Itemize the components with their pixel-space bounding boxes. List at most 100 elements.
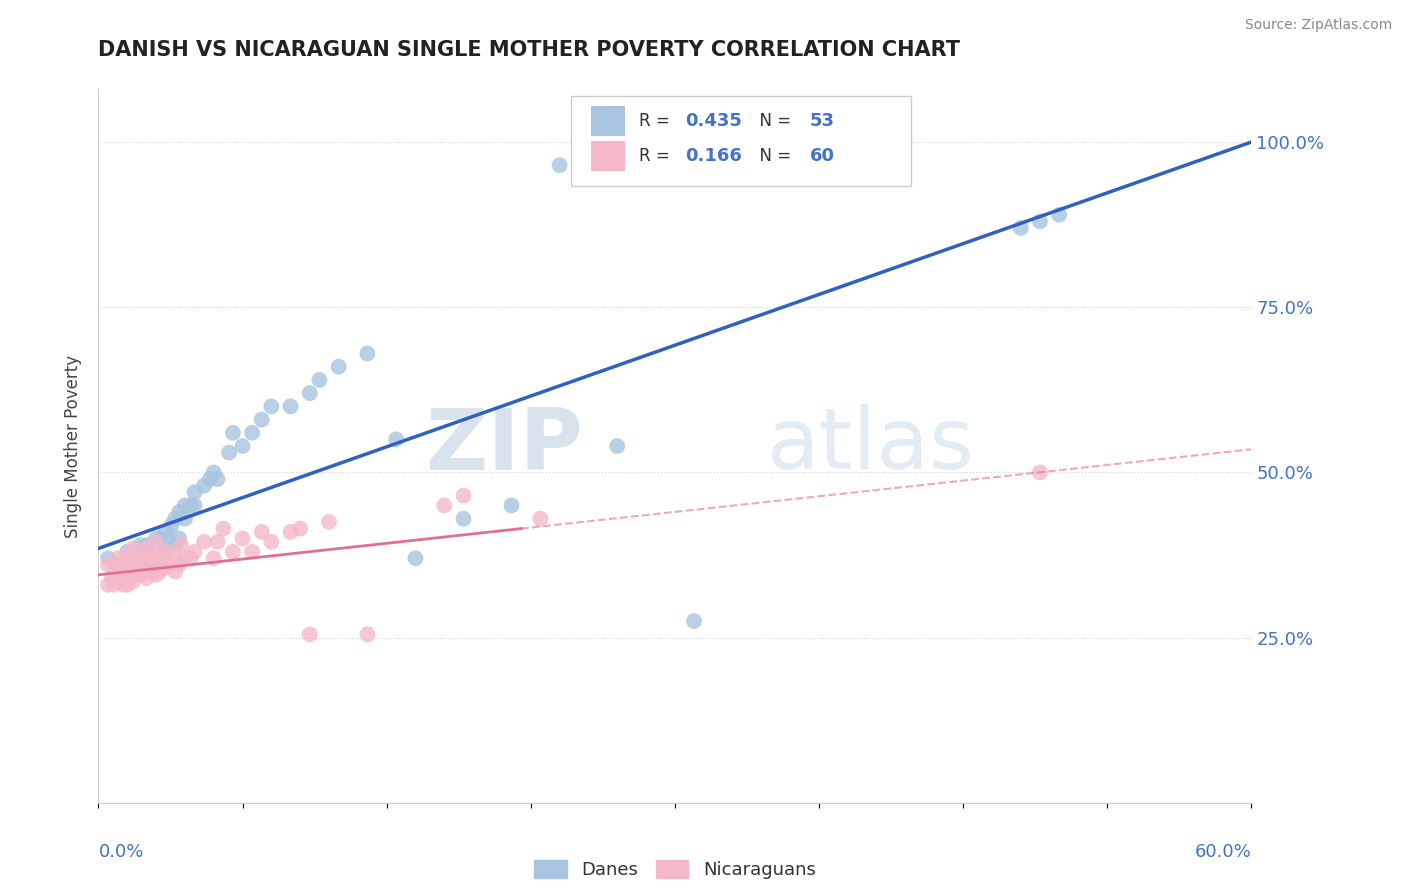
Point [183, 545, 205, 559]
Point [107, 551, 129, 566]
Point [501, 499, 523, 513]
Point [548, 158, 571, 172]
Point [122, 574, 145, 589]
Point [149, 532, 172, 546]
Point [170, 538, 193, 552]
Point [231, 532, 254, 546]
Text: R =: R = [640, 112, 675, 130]
Point [240, 545, 263, 559]
Point [280, 400, 302, 414]
Point [683, 614, 706, 628]
Point [149, 548, 172, 562]
Point [167, 558, 190, 572]
Point [135, 555, 157, 569]
Point [155, 524, 177, 539]
Point [97, 578, 120, 592]
Point [117, 545, 139, 559]
Point [117, 565, 139, 579]
Point [152, 545, 174, 559]
Point [222, 545, 245, 559]
Text: atlas: atlas [768, 404, 976, 488]
Text: N =: N = [748, 146, 796, 164]
Point [280, 524, 302, 539]
Point [110, 567, 132, 582]
Point [1047, 208, 1070, 222]
Point [165, 511, 187, 525]
Point [101, 571, 124, 585]
Point [117, 548, 139, 562]
Point [308, 373, 330, 387]
Point [183, 499, 205, 513]
Point [318, 515, 340, 529]
Text: 0.0%: 0.0% [98, 843, 143, 861]
Text: 60.0%: 60.0% [1195, 843, 1251, 861]
Point [160, 555, 183, 569]
Point [433, 499, 456, 513]
Point [165, 548, 187, 562]
Point [145, 534, 167, 549]
Y-axis label: Single Mother Poverty: Single Mother Poverty [65, 354, 83, 538]
Point [721, 158, 744, 172]
Point [155, 545, 177, 559]
Point [298, 627, 321, 641]
Point [112, 558, 135, 572]
Point [145, 532, 167, 546]
Point [167, 505, 190, 519]
Legend: Danes, Nicaraguans: Danes, Nicaraguans [527, 853, 823, 887]
Point [156, 532, 179, 546]
Point [576, 158, 599, 172]
Point [160, 518, 183, 533]
Text: N =: N = [748, 112, 796, 130]
Point [453, 489, 475, 503]
Point [122, 558, 145, 572]
Point [606, 439, 628, 453]
Point [112, 578, 135, 592]
Text: 0.166: 0.166 [685, 146, 742, 164]
Point [385, 433, 408, 447]
Point [356, 346, 378, 360]
Point [218, 445, 240, 459]
Point [97, 558, 120, 572]
Point [260, 400, 283, 414]
Point [1029, 466, 1052, 480]
Point [174, 499, 197, 513]
Point [97, 551, 120, 566]
Point [125, 551, 148, 566]
Point [129, 551, 152, 566]
Point [145, 558, 167, 572]
Point [250, 524, 273, 539]
Point [117, 578, 139, 592]
Point [596, 158, 619, 172]
FancyBboxPatch shape [591, 106, 626, 136]
Point [135, 565, 157, 579]
Point [135, 571, 157, 585]
Point [529, 511, 551, 525]
Point [207, 472, 229, 486]
Point [129, 551, 152, 566]
Point [103, 558, 125, 572]
Point [174, 551, 197, 566]
Point [356, 627, 378, 641]
Point [145, 551, 167, 566]
Point [167, 532, 190, 546]
Point [125, 565, 148, 579]
Point [122, 541, 145, 556]
Point [152, 561, 174, 575]
Point [198, 472, 221, 486]
Point [103, 578, 125, 592]
Point [1029, 214, 1052, 228]
Point [298, 386, 321, 401]
FancyBboxPatch shape [591, 141, 626, 170]
Point [149, 565, 172, 579]
Point [129, 567, 152, 582]
Point [165, 565, 187, 579]
Point [240, 425, 263, 440]
Point [260, 534, 283, 549]
Text: DANISH VS NICARAGUAN SINGLE MOTHER POVERTY CORRELATION CHART: DANISH VS NICARAGUAN SINGLE MOTHER POVER… [98, 40, 960, 60]
Text: 53: 53 [810, 112, 835, 130]
Point [131, 558, 153, 572]
Point [193, 478, 215, 492]
Point [222, 425, 245, 440]
Point [328, 359, 350, 374]
Point [231, 439, 254, 453]
